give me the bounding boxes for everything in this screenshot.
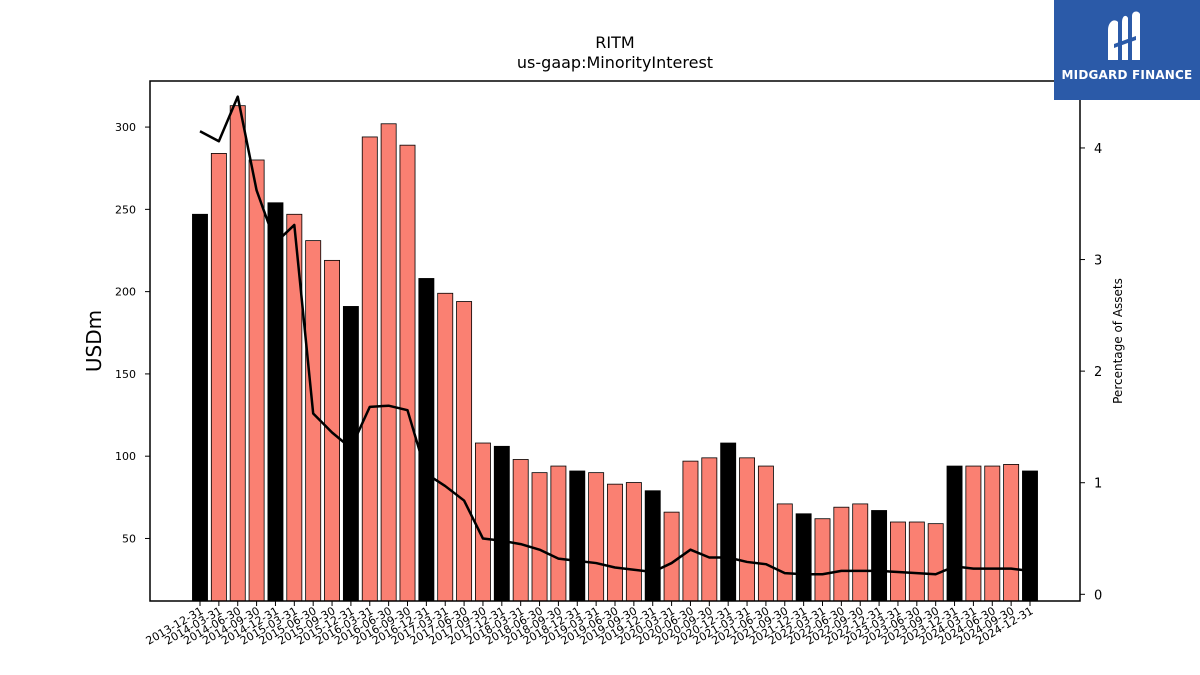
bar-2022-09-30 bbox=[852, 503, 869, 602]
bar-2019-06-30 bbox=[607, 483, 623, 602]
bar-2016-09-30 bbox=[399, 144, 416, 602]
y-tick-label-200: 200 bbox=[115, 286, 136, 299]
bar-group bbox=[192, 105, 1038, 602]
bar-2021-03-31 bbox=[739, 457, 755, 602]
bar-2020-06-30 bbox=[682, 460, 699, 602]
y-tick-label-100: 100 bbox=[115, 450, 136, 463]
bar-2019-03-31 bbox=[588, 472, 605, 602]
bar-2023-03-31 bbox=[890, 521, 906, 602]
chart-title: RITM bbox=[595, 33, 634, 52]
y-tick-label-150: 150 bbox=[115, 368, 136, 381]
bar-2021-12-31 bbox=[795, 513, 812, 602]
line-group bbox=[199, 95, 1031, 576]
bar-2016-12-31 bbox=[418, 278, 435, 602]
bar-2016-03-31 bbox=[361, 136, 378, 602]
brand-logo: MIDGARD FINANCE bbox=[1054, 0, 1200, 100]
bar-2014-03-31 bbox=[210, 153, 227, 602]
bar-2018-06-30 bbox=[531, 472, 548, 602]
bar-2023-12-31 bbox=[946, 465, 963, 602]
bar-2022-12-31 bbox=[871, 510, 888, 602]
y-right-tick-label-3: 3 bbox=[1094, 254, 1102, 269]
bar-2021-09-30 bbox=[776, 503, 793, 602]
bar-2021-06-30 bbox=[757, 465, 774, 602]
bar-2018-12-31 bbox=[569, 470, 586, 602]
y-right-tick-label-4: 4 bbox=[1094, 142, 1102, 157]
percentage-line bbox=[199, 95, 1031, 576]
y-right-tick-label-2: 2 bbox=[1094, 365, 1102, 380]
bar-2023-06-30 bbox=[908, 521, 925, 602]
bar-2024-12-31 bbox=[1022, 470, 1038, 602]
x-axis: 2013-12-312014-03-312014-06-302014-09-30… bbox=[144, 601, 1036, 648]
bar-2019-12-31 bbox=[644, 490, 661, 602]
bar-2017-09-30 bbox=[475, 442, 491, 602]
y-axis-right-label: Percentage of Assets bbox=[1111, 278, 1125, 404]
bar-2017-03-31 bbox=[437, 292, 454, 602]
bar-2023-09-30 bbox=[927, 523, 944, 602]
y-right-tick-label-0: 0 bbox=[1094, 588, 1102, 603]
bar-2024-03-31 bbox=[965, 465, 982, 602]
brand-name: MIDGARD FINANCE bbox=[1061, 68, 1193, 82]
bar-2020-12-31 bbox=[720, 442, 737, 602]
bar-2019-09-30 bbox=[625, 482, 642, 602]
bar-2016-06-30 bbox=[380, 123, 397, 602]
y-axis-label: USDm bbox=[82, 310, 106, 372]
bar-2022-06-30 bbox=[833, 506, 850, 602]
y-right-tick-label-1: 1 bbox=[1094, 477, 1102, 492]
bar-2017-06-30 bbox=[456, 301, 473, 602]
bar-2024-09-30 bbox=[1003, 464, 1020, 602]
bar-2018-09-30 bbox=[550, 465, 567, 602]
y-tick-label-250: 250 bbox=[115, 203, 136, 216]
chart-subtitle: us-gaap:MinorityInterest bbox=[517, 53, 713, 72]
y-tick-label-50: 50 bbox=[122, 532, 136, 545]
bar-2022-03-31 bbox=[814, 518, 831, 602]
bar-2020-03-31 bbox=[663, 511, 680, 602]
bar-2014-09-30 bbox=[248, 159, 265, 602]
bar-2024-06-30 bbox=[984, 465, 1001, 602]
midgard-logo-icon bbox=[1108, 11, 1140, 61]
y-axis-right: 0 1 2 3 4 bbox=[1080, 142, 1102, 603]
bar-2014-06-30 bbox=[229, 105, 246, 602]
bar-2014-12-31 bbox=[267, 202, 284, 602]
bar-2015-06-30 bbox=[305, 240, 322, 602]
bar-2013-12-31 bbox=[192, 213, 208, 602]
bar-2017-12-31 bbox=[493, 445, 510, 602]
y-tick-label-300: 300 bbox=[115, 121, 136, 134]
bar-2015-12-31 bbox=[342, 306, 359, 602]
y-axis-left: 50 100 150 200 250 300 bbox=[115, 121, 150, 545]
bar-2018-03-31 bbox=[512, 459, 529, 602]
bar-2020-09-30 bbox=[701, 457, 718, 602]
bar-2015-09-30 bbox=[324, 259, 340, 602]
